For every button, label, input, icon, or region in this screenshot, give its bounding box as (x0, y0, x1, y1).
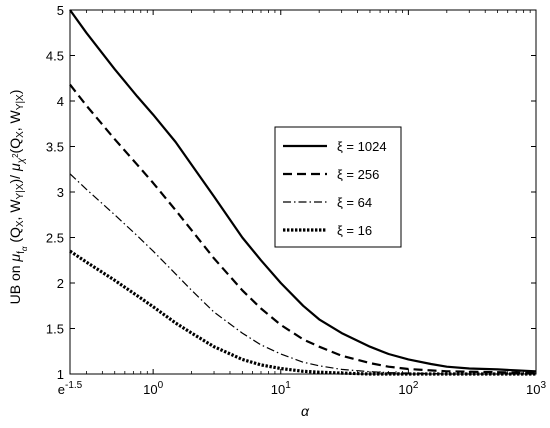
legend-label-1: ξ = 1024 (337, 139, 387, 154)
y-tick-label: 5 (57, 3, 64, 18)
x-axis-title: α (301, 403, 310, 419)
y-tick-label: 1.5 (46, 322, 64, 337)
y-tick-label: 2 (57, 276, 64, 291)
y-tick-label: 4 (57, 94, 64, 109)
x-tick-label: 101 (271, 380, 291, 397)
series-line-4 (69, 249, 536, 376)
y-axis-title: UB on μfα (QX, WY|X)/ μχ2(QX, WY|X) (7, 90, 29, 305)
y-tick-label: 3.5 (46, 140, 64, 155)
x-tick-label: 100 (143, 380, 163, 397)
y-tick-label: 2.5 (46, 231, 64, 246)
y-tick-label: 1 (57, 367, 64, 382)
series-lines (69, 9, 537, 376)
x-tick-label: 103 (526, 380, 546, 397)
legend-label-2: ξ = 256 (337, 167, 379, 182)
legend-label-4: ξ = 16 (337, 223, 372, 238)
x-tick-label: e-1.5 (58, 380, 83, 397)
y-tick-label: 4.5 (46, 49, 64, 64)
series-line-1 (69, 9, 537, 373)
legend-label-3: ξ = 64 (337, 195, 372, 210)
x-tick-label: 102 (398, 380, 418, 397)
tick-labels: 1 1.5 2 2.5 3 3.5 4 4.5 5 e-1.5 100 101 102 103 (46, 3, 547, 397)
svg-text:UB on μfα (QX, WY|X)/ μχ2(QX,: UB on μfα (QX, WY|X)/ μχ2(QX, WY|X) (7, 90, 29, 305)
y-tick-label: 3 (57, 185, 64, 200)
series-line-2 (69, 83, 537, 375)
legend: ξ = 1024 ξ = 256 ξ = 64 ξ = 16 (274, 126, 402, 248)
